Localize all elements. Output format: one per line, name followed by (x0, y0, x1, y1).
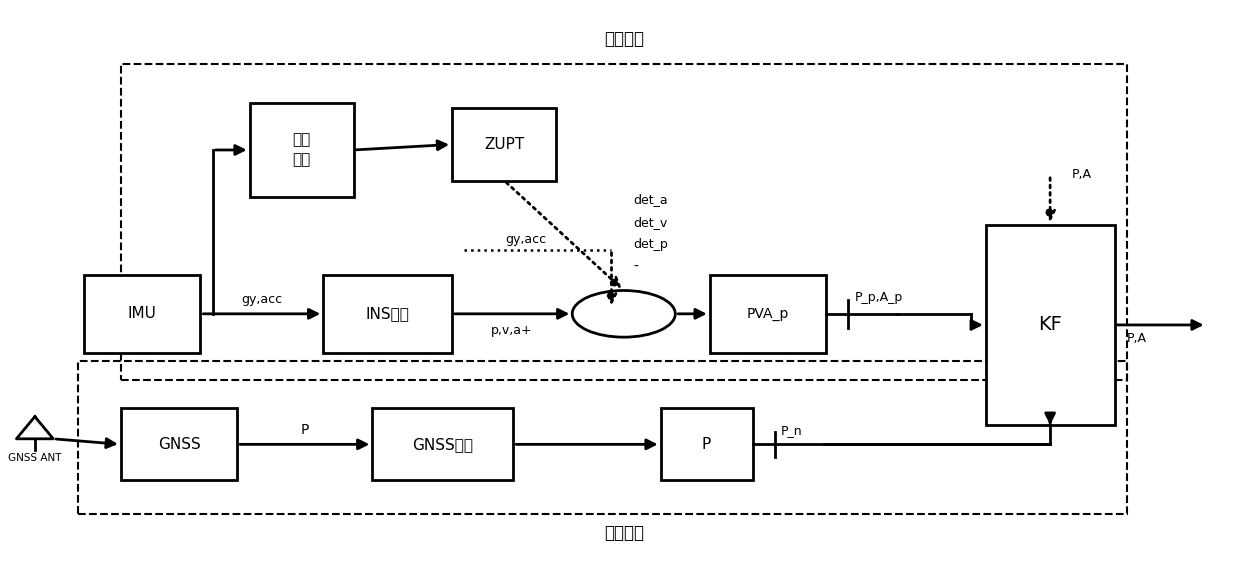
FancyBboxPatch shape (372, 408, 513, 480)
FancyBboxPatch shape (453, 108, 557, 181)
Text: P_n: P_n (781, 424, 802, 437)
FancyBboxPatch shape (324, 275, 453, 353)
Text: -: - (634, 260, 639, 274)
Text: det_v: det_v (634, 215, 668, 229)
Text: 零速
检测: 零速 检测 (293, 132, 311, 167)
Text: 惯导解算: 惯导解算 (604, 30, 644, 48)
Text: P_p,A_p: P_p,A_p (854, 291, 903, 304)
FancyBboxPatch shape (249, 103, 353, 197)
Text: INS解算: INS解算 (366, 306, 409, 321)
Text: P,A: P,A (1127, 332, 1147, 346)
FancyBboxPatch shape (986, 225, 1115, 425)
FancyBboxPatch shape (661, 408, 753, 480)
Circle shape (572, 291, 676, 337)
Text: KF: KF (1038, 315, 1061, 334)
Text: ZUPT: ZUPT (484, 137, 525, 152)
Text: det_a: det_a (634, 194, 668, 206)
Text: P,A: P,A (1073, 168, 1092, 181)
Text: P: P (702, 437, 712, 452)
Text: 卫导解算: 卫导解算 (604, 524, 644, 542)
Text: GNSS ANT: GNSS ANT (9, 453, 62, 463)
Text: IMU: IMU (128, 306, 156, 321)
Text: GNSS解算: GNSS解算 (412, 437, 474, 452)
FancyBboxPatch shape (709, 275, 826, 353)
Text: gy,acc: gy,acc (505, 233, 546, 246)
Text: PVA_p: PVA_p (746, 307, 789, 321)
Text: gy,acc: gy,acc (242, 293, 283, 306)
Text: P: P (300, 424, 309, 438)
Text: GNSS: GNSS (157, 437, 201, 452)
Text: det_p: det_p (634, 238, 668, 251)
FancyBboxPatch shape (120, 408, 237, 480)
Text: p,v,a+: p,v,a+ (491, 324, 533, 337)
FancyBboxPatch shape (84, 275, 201, 353)
